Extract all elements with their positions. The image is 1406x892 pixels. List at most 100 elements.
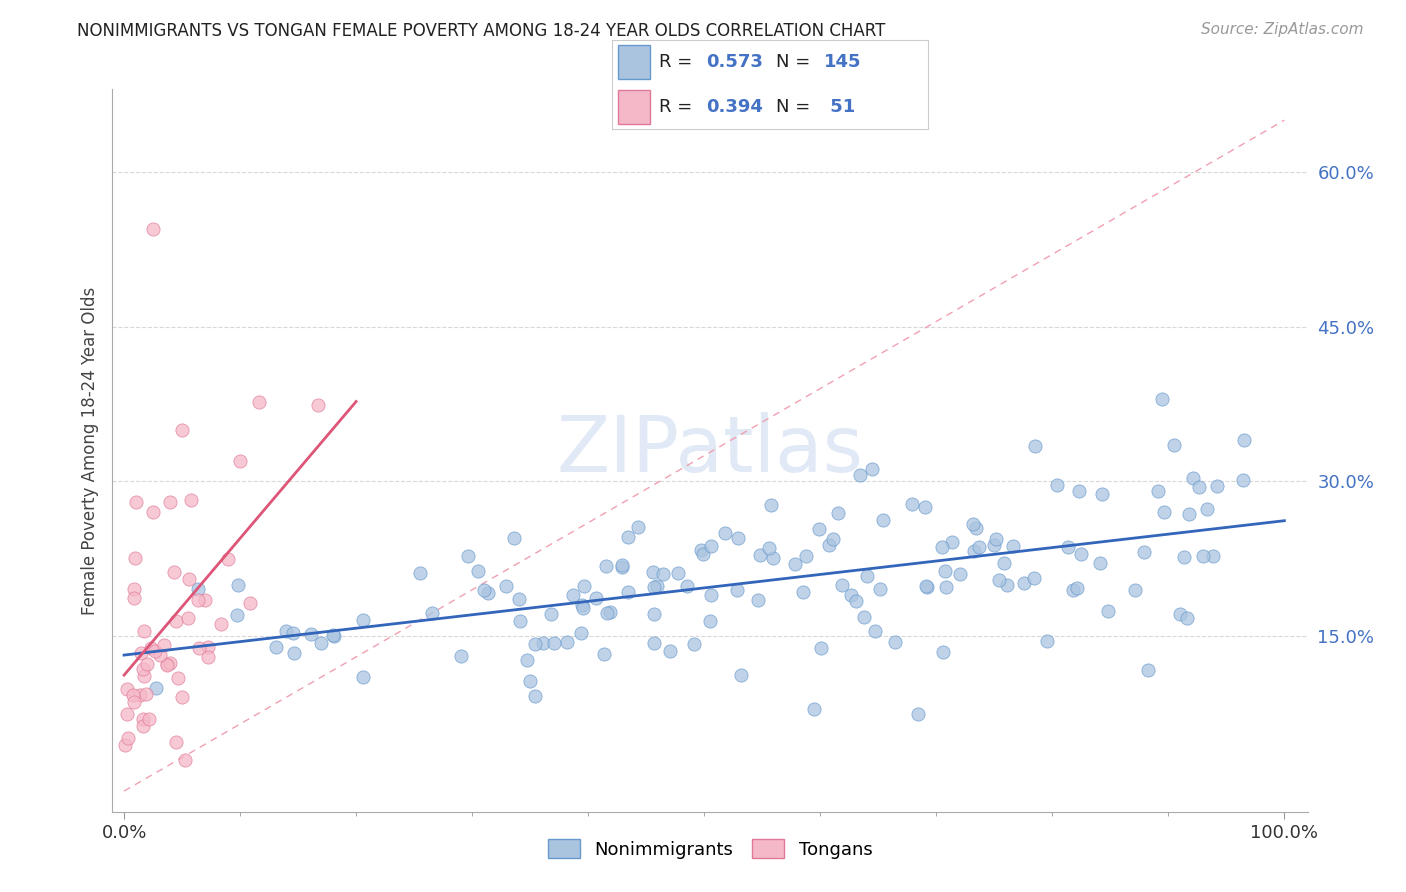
Point — [827, 506, 849, 520]
Point — [585, 591, 607, 605]
Point — [322, 627, 344, 641]
Point — [134, 624, 156, 638]
Point — [592, 647, 614, 661]
Point — [125, 495, 148, 509]
Point — [714, 526, 737, 541]
Point — [794, 549, 817, 563]
Point — [352, 670, 374, 684]
Point — [1168, 607, 1191, 621]
Point — [1046, 478, 1069, 492]
Point — [610, 560, 633, 574]
Point — [1125, 582, 1147, 597]
Point — [114, 738, 136, 752]
Point — [1175, 611, 1198, 625]
Point — [503, 532, 526, 546]
Point — [617, 530, 640, 544]
Point — [941, 534, 963, 549]
Point — [142, 221, 165, 235]
Text: ZIPatlas: ZIPatlas — [557, 412, 863, 489]
Point — [136, 657, 159, 671]
Point — [172, 423, 194, 437]
Point — [1070, 547, 1092, 561]
Point — [509, 614, 531, 628]
Point — [967, 540, 990, 554]
Point — [783, 558, 806, 572]
Point — [690, 543, 713, 558]
Point — [519, 674, 541, 689]
Point — [643, 636, 665, 650]
Point — [831, 578, 853, 592]
Point — [173, 753, 195, 767]
Point — [467, 564, 489, 578]
Point — [117, 731, 139, 745]
Point — [124, 551, 146, 566]
Point — [1146, 484, 1168, 499]
Point — [172, 690, 194, 704]
Point — [1178, 507, 1201, 521]
Point — [1035, 634, 1057, 648]
Point — [450, 649, 472, 664]
Point — [194, 592, 217, 607]
Point — [1173, 549, 1195, 564]
Point — [457, 549, 479, 563]
Point — [699, 539, 721, 553]
Point — [197, 649, 219, 664]
Point — [627, 520, 650, 534]
Point — [914, 579, 936, 593]
Point — [1206, 479, 1229, 493]
Point — [131, 719, 153, 733]
Point — [159, 495, 181, 509]
Point — [540, 607, 562, 621]
Point — [129, 646, 152, 660]
Point — [869, 582, 891, 597]
Point — [1062, 583, 1084, 598]
Point — [307, 398, 329, 412]
Point — [187, 582, 209, 597]
Y-axis label: Female Poverty Among 18-24 Year Olds: Female Poverty Among 18-24 Year Olds — [80, 286, 98, 615]
Point — [145, 681, 167, 695]
Point — [949, 566, 972, 581]
Point — [818, 538, 841, 552]
Point — [557, 635, 579, 649]
Text: R =: R = — [659, 54, 697, 71]
Point — [187, 592, 209, 607]
Point — [239, 597, 262, 611]
Point — [149, 648, 172, 663]
Point — [543, 636, 565, 650]
Point — [129, 689, 152, 703]
Point — [963, 544, 986, 558]
Point — [610, 558, 633, 572]
Point — [141, 640, 163, 655]
Point — [1188, 480, 1211, 494]
Point — [420, 606, 443, 620]
Point — [477, 586, 499, 600]
Point — [1137, 663, 1160, 677]
Point — [862, 461, 884, 475]
Point — [962, 516, 984, 531]
Text: N =: N = — [776, 54, 815, 71]
Text: 145: 145 — [824, 54, 860, 71]
Point — [1233, 433, 1256, 447]
Point — [122, 695, 145, 709]
Text: 51: 51 — [824, 98, 855, 116]
Point — [810, 641, 832, 656]
Point — [1067, 484, 1090, 499]
Point — [156, 657, 179, 672]
Point — [571, 598, 593, 612]
Point — [276, 624, 298, 639]
Point — [523, 690, 546, 704]
Point — [699, 614, 721, 628]
Point — [115, 681, 138, 696]
Point — [152, 638, 174, 652]
Point — [1153, 505, 1175, 519]
Point — [658, 644, 681, 658]
Point — [759, 498, 782, 512]
Point — [176, 610, 198, 624]
Point — [901, 497, 924, 511]
Point — [884, 634, 907, 648]
Point — [965, 521, 987, 535]
Point — [247, 395, 270, 409]
Point — [124, 591, 146, 605]
Point — [995, 577, 1018, 591]
Point — [115, 707, 138, 722]
